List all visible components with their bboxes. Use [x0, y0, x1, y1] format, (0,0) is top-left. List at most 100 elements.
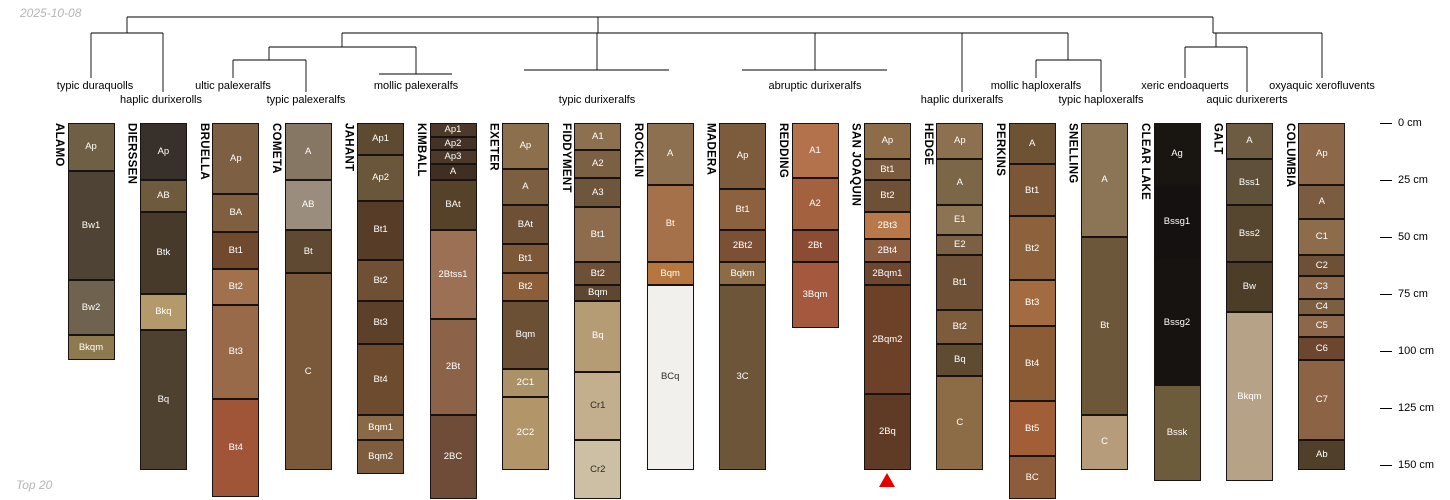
horizon-A: A [1008, 123, 1056, 165]
depth-tick [1380, 180, 1392, 181]
depth-tick-label: 0 cm [1398, 117, 1422, 129]
horizon-Ap2: Ap2 [429, 136, 477, 151]
series-name-label: SNELLING [1066, 123, 1079, 184]
horizon-Bkq: Bkq [139, 294, 187, 331]
horizon-Bt5: Bt5 [1008, 401, 1056, 456]
horizon-2C2: 2C2 [501, 396, 549, 470]
taxon-label: typic haploxeralfs [1058, 94, 1144, 106]
horizon-E2: E2 [936, 234, 984, 256]
series-name-label: COMETA [270, 123, 283, 174]
horizon-C7: C7 [1298, 360, 1346, 440]
taxon-label: aquic durixererts [1206, 94, 1288, 106]
taxon-label: typic durixeralfs [558, 94, 636, 106]
horizon-Bt3: Bt3 [357, 300, 405, 345]
depth-tick-label: 125 cm [1398, 402, 1435, 414]
horizon-2Bt2: 2Bt2 [719, 230, 767, 263]
horizon-C: C [284, 273, 332, 470]
horizon-Bt4: Bt4 [357, 344, 405, 415]
profile-column: Ap BA Bt1 Bt2 Bt3 Bt4 [212, 123, 260, 497]
depth-tick [1380, 237, 1392, 238]
horizon-2Btss1: 2Btss1 [429, 230, 477, 320]
taxon-label: abruptic durixeralfs [768, 80, 862, 92]
series-name-label: PERKINS [994, 123, 1007, 177]
horizon-A3: A3 [574, 177, 622, 208]
depth-tick-label: 75 cm [1398, 288, 1428, 300]
horizon-Bt2: Bt2 [1008, 216, 1056, 281]
profile-column: A1 A2 2Bt 3Bqm [791, 123, 839, 329]
horizon-Bssg2: Bssg2 [1153, 259, 1201, 386]
horizon-Bw2: Bw2 [67, 280, 115, 336]
horizon-Bq: Bq [139, 330, 187, 470]
horizon-Bqm1: Bqm1 [357, 414, 405, 440]
taxon-label: mollic palexeralfs [373, 80, 459, 92]
horizon-BAt: BAt [501, 205, 549, 244]
horizon-Ap3: Ap3 [429, 150, 477, 165]
horizon-Bqm2: Bqm2 [357, 439, 405, 475]
horizon-Bw: Bw [1225, 262, 1273, 313]
horizon-Btk: Btk [139, 211, 187, 294]
profile-column: A1 A2 A3 Bt1 Bt2 Bqm Bq Cr1 Cr2 [574, 123, 622, 500]
horizon-2Bt: 2Bt [791, 230, 839, 263]
profile-column: Ap Bt1 Bt2 2Bt3 2Bt4 2Bqm1 2Bqm2 2Bq [863, 123, 911, 470]
horizon-A1: A1 [574, 123, 622, 151]
series-name-label: MADERA [704, 123, 717, 176]
depth-tick-label: 100 cm [1398, 345, 1435, 357]
profile-column: A Bt Bqm BCq [646, 123, 694, 470]
horizon-Ap: Ap [1298, 123, 1346, 185]
horizon-E1: E1 [936, 205, 984, 235]
horizon-Bss1: Bss1 [1225, 159, 1273, 206]
taxon-label: ultic palexeralfs [195, 80, 271, 92]
horizon-BA: BA [212, 193, 260, 233]
horizon-Bt1: Bt1 [212, 232, 260, 269]
horizon-Bt1: Bt1 [357, 200, 405, 260]
horizon-Ab: Ab [1298, 439, 1346, 470]
horizon-Ap: Ap [936, 123, 984, 160]
footer-label: Top 20 [16, 478, 53, 492]
horizon-A: A [646, 123, 694, 185]
horizon-Bqm: Bqm [501, 300, 549, 370]
horizon-Cr2: Cr2 [574, 439, 622, 500]
horizon-BC: BC [1008, 455, 1056, 500]
horizon-Bssg1: Bssg1 [1153, 184, 1201, 260]
profile-column: Ap1 Ap2 Ap3 A BAt 2Btss1 2Bt 2BC [429, 123, 477, 500]
horizon-BCq: BCq [646, 284, 694, 470]
horizon-Bt3: Bt3 [212, 305, 260, 399]
profile-column: Ap AB Btk Bkq Bq [139, 123, 187, 470]
depth-tick [1380, 123, 1392, 124]
horizon-Bt2: Bt2 [501, 273, 549, 301]
profile-column: Ap Bt1 2Bt2 Bqkm 3C [719, 123, 767, 470]
series-name-label: ROCKLIN [632, 123, 645, 178]
horizon-Bw1: Bw1 [67, 170, 115, 281]
series-name-label: REDDING [777, 123, 789, 179]
taxon-label: typic duraquolls [56, 80, 134, 92]
taxon-label: typic palexeralfs [266, 94, 346, 106]
horizon-Bt1: Bt1 [719, 189, 767, 231]
horizon-Bss2: Bss2 [1225, 205, 1273, 263]
horizon-2Bt4: 2Bt4 [863, 239, 911, 263]
horizon-2Bqm2: 2Bqm2 [863, 284, 911, 395]
horizon-A: A [501, 168, 549, 206]
horizon-Bq: Bq [936, 344, 984, 377]
taxon-label: xeric endoaquerts [1141, 80, 1229, 92]
profile-column: Ap1 Ap2 Bt1 Bt2 Bt3 Bt4 Bqm1 Bqm2 [357, 123, 405, 475]
series-name-label: SAN JOAQUIN [849, 123, 862, 207]
profile-column: A AB Bt C [284, 123, 332, 470]
profile-column: A Bss1 Bss2 Bw Bkqm [1225, 123, 1273, 481]
profile-column: Ap A E1 E2 Bt1 Bt2 Bq C [936, 123, 984, 470]
taxon-label: haplic durixerolls [120, 94, 202, 106]
horizon-A: A [1298, 184, 1346, 219]
horizon-3Bqm: 3Bqm [791, 262, 839, 329]
horizon-Bt2: Bt2 [574, 262, 622, 285]
horizon-C4: C4 [1298, 298, 1346, 315]
horizon-Bqm: Bqm [574, 284, 622, 301]
horizon-A: A [1081, 123, 1129, 237]
horizon-Bt1: Bt1 [1008, 164, 1056, 217]
horizon-Bkqm: Bkqm [1225, 312, 1273, 481]
series-name-label: FIDDYMENT [559, 123, 572, 193]
date-label: 2025-10-08 [20, 6, 82, 20]
horizon-A: A [936, 159, 984, 206]
horizon-C: C [936, 376, 984, 470]
horizon-C6: C6 [1298, 337, 1346, 361]
horizon-Bqkm: Bqkm [719, 262, 767, 285]
